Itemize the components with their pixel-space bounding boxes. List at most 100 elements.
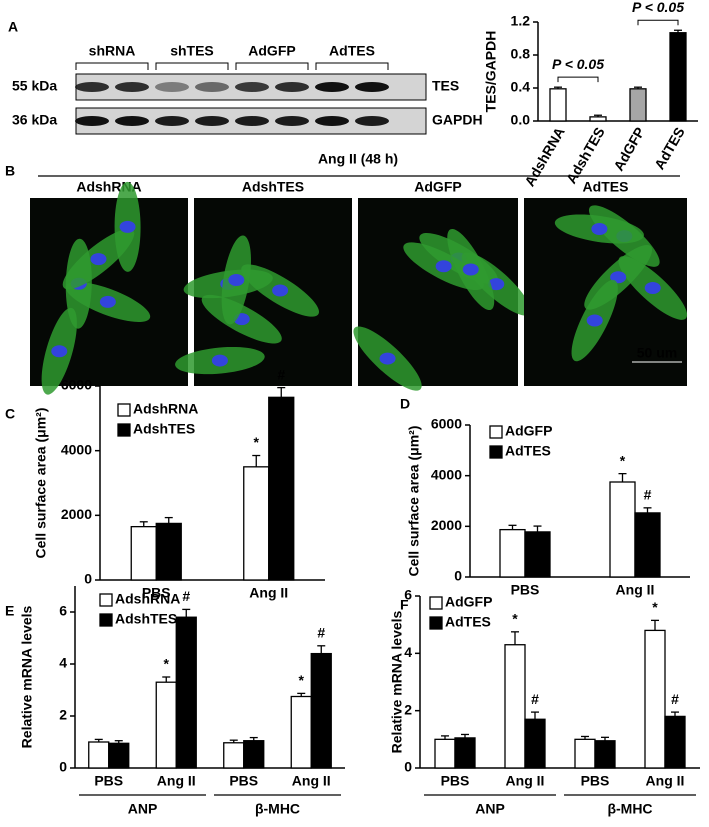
panel-label: C bbox=[5, 406, 15, 422]
significance-label: # bbox=[182, 588, 190, 604]
bar bbox=[454, 737, 476, 769]
legend-swatch bbox=[99, 613, 113, 627]
y-axis-label: TES/GAPDH bbox=[483, 31, 499, 113]
x-tick-label: Ang II bbox=[292, 773, 331, 789]
nucleus bbox=[99, 295, 116, 308]
y-tick-label: 0.0 bbox=[511, 112, 531, 128]
blot-bracket bbox=[75, 62, 149, 70]
x-tick-label: PBS bbox=[142, 585, 171, 601]
bar bbox=[634, 512, 661, 578]
bar bbox=[594, 740, 616, 769]
blot-group-label: shRNA bbox=[89, 43, 136, 59]
y-tick-label: 2000 bbox=[61, 506, 92, 522]
y-tick-label: 2 bbox=[59, 707, 67, 723]
bar bbox=[88, 741, 110, 769]
nucleus bbox=[211, 354, 228, 367]
micrograph-label: AdGFP bbox=[414, 179, 461, 195]
y-tick-label: 4000 bbox=[431, 466, 462, 482]
blot-band bbox=[235, 116, 269, 126]
bar bbox=[223, 742, 245, 769]
y-tick-label: 6000 bbox=[431, 416, 462, 432]
x-tick-label: PBS bbox=[441, 773, 470, 789]
bar bbox=[524, 718, 546, 769]
legend-swatch bbox=[489, 445, 503, 459]
significance-label: # bbox=[671, 691, 679, 707]
micrograph-title: Ang II (48 h) bbox=[318, 151, 398, 167]
blot-group-label: AdTES bbox=[329, 43, 375, 59]
legend-label: AdGFP bbox=[505, 423, 552, 439]
x-tick-label: Ang II bbox=[646, 773, 685, 789]
blot-bracket bbox=[315, 62, 389, 70]
y-tick-label: 0 bbox=[84, 571, 92, 587]
blot-band bbox=[155, 116, 189, 126]
nucleus bbox=[644, 281, 661, 294]
nucleus bbox=[379, 352, 396, 365]
significance-label: # bbox=[644, 487, 652, 503]
blot-band bbox=[235, 82, 269, 92]
micrograph-label: AdshTES bbox=[242, 179, 304, 195]
y-tick-label: 0 bbox=[59, 759, 67, 775]
bar bbox=[629, 88, 647, 122]
nucleus bbox=[462, 263, 479, 276]
blot-band bbox=[315, 116, 349, 126]
bar bbox=[504, 644, 526, 769]
bar bbox=[644, 629, 666, 769]
blot-band bbox=[275, 116, 309, 126]
bar bbox=[669, 32, 687, 122]
blot-band bbox=[195, 116, 229, 126]
group-label: ANP bbox=[475, 801, 505, 817]
y-tick-label: 0 bbox=[454, 568, 462, 584]
x-tick-label: Ang II bbox=[616, 582, 655, 598]
nucleus bbox=[90, 253, 107, 266]
blot-band bbox=[155, 82, 189, 92]
x-tick-label: Ang II bbox=[249, 585, 288, 601]
significance-bracket bbox=[557, 76, 599, 83]
blot-group-label: AdGFP bbox=[248, 43, 295, 59]
bar bbox=[130, 526, 157, 581]
x-tick-label: PBS bbox=[94, 773, 123, 789]
y-tick-label: 4 bbox=[404, 644, 412, 660]
bar bbox=[243, 466, 270, 581]
blot-marker: 55 kDa bbox=[12, 78, 57, 94]
blot-marker: 36 kDa bbox=[12, 112, 57, 128]
nucleus bbox=[586, 314, 603, 327]
bar bbox=[175, 616, 197, 769]
blot-band bbox=[315, 82, 349, 92]
blot-band bbox=[355, 82, 389, 92]
legend-label: AdGFP bbox=[445, 594, 492, 610]
blot-protein: GAPDH bbox=[432, 112, 483, 128]
bar bbox=[155, 681, 177, 769]
significance-label: # bbox=[277, 366, 285, 382]
nucleus bbox=[591, 222, 608, 235]
y-tick-label: 6000 bbox=[61, 377, 92, 393]
panel-label: D bbox=[400, 396, 410, 412]
panel-label: A bbox=[8, 19, 18, 35]
nucleus bbox=[228, 273, 245, 286]
blot-band bbox=[355, 116, 389, 126]
legend-swatch bbox=[117, 403, 131, 417]
significance-label: * bbox=[164, 656, 170, 672]
y-tick-label: 4000 bbox=[61, 441, 92, 457]
legend-label: AdshRNA bbox=[115, 591, 180, 607]
significance-label: * bbox=[299, 672, 305, 688]
legend-swatch bbox=[429, 616, 443, 630]
significance-label: * bbox=[254, 434, 260, 450]
significance-label: # bbox=[317, 625, 325, 641]
panel-label: B bbox=[5, 163, 15, 179]
y-tick-label: 2 bbox=[404, 701, 412, 717]
y-axis-label: Relative mRNA levels bbox=[389, 610, 405, 753]
nucleus bbox=[272, 284, 289, 297]
blot-band bbox=[75, 82, 109, 92]
legend-swatch bbox=[429, 596, 443, 610]
nucleus bbox=[435, 260, 452, 273]
bar bbox=[290, 695, 312, 769]
significance-label: # bbox=[531, 691, 539, 707]
blot-band bbox=[115, 116, 149, 126]
legend-label: AdshTES bbox=[115, 611, 177, 627]
blot-band bbox=[75, 116, 109, 126]
x-tick-label: Ang II bbox=[157, 773, 196, 789]
x-tick-label: Ang II bbox=[506, 773, 545, 789]
y-tick-label: 6 bbox=[59, 603, 67, 619]
bar bbox=[589, 116, 607, 122]
scale-bar-label: 50 um bbox=[637, 345, 677, 361]
